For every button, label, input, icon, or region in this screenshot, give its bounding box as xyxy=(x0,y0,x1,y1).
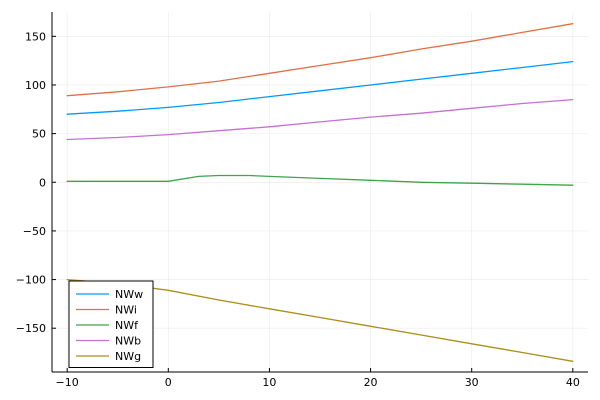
legend-label: NWw xyxy=(115,288,143,301)
y-tick-label: 150 xyxy=(25,30,46,43)
axes xyxy=(51,12,588,373)
legend: NWw NWi NWf NWb NWg xyxy=(68,280,154,368)
series-lines xyxy=(66,23,574,362)
legend-label: NWb xyxy=(115,335,141,348)
y-tick-label: 50 xyxy=(32,128,46,141)
x-tick-label: 0 xyxy=(165,376,172,389)
y-tick-label: 100 xyxy=(25,79,46,92)
x-tick-label: 20 xyxy=(364,376,378,389)
legend-label: NWg xyxy=(115,350,141,363)
x-tick-label: 30 xyxy=(465,376,479,389)
y-tick-label: −100 xyxy=(16,274,46,287)
series-line-nwi xyxy=(66,23,574,97)
series-line-nwb xyxy=(66,98,574,141)
legend-box xyxy=(68,280,154,368)
x-tick-label: 40 xyxy=(566,376,580,389)
y-tick-label: −50 xyxy=(23,225,46,238)
legend-label: NWf xyxy=(115,319,139,332)
series-line-nwf xyxy=(66,174,574,186)
y-tick-label: −150 xyxy=(16,322,46,335)
x-tick-label: −10 xyxy=(56,376,79,389)
y-tick-label: 0 xyxy=(39,176,46,189)
series-line-nww xyxy=(66,60,574,115)
x-tick-label: 10 xyxy=(262,376,276,389)
legend-label: NWi xyxy=(115,304,137,317)
